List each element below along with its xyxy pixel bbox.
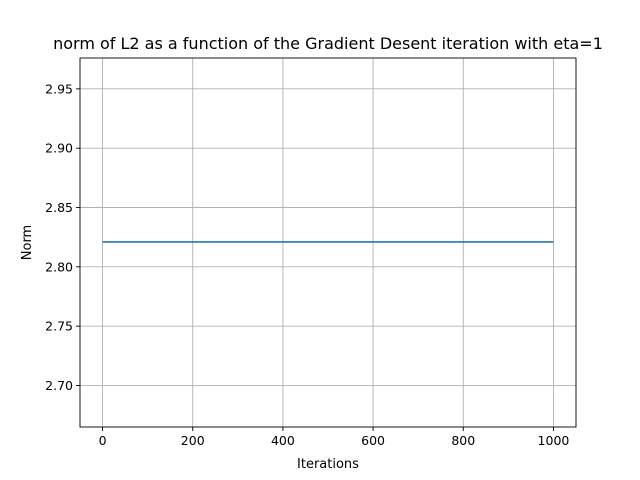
x-axis-label: Iterations (297, 457, 359, 472)
y-axis: 2.70 2.75 2.80 2.85 2.90 2.95 (45, 81, 80, 393)
y-tick-label: 2.95 (45, 81, 73, 96)
y-tick-label: 2.90 (45, 141, 73, 156)
x-tick-label: 200 (181, 433, 205, 448)
x-tick-label: 400 (271, 433, 295, 448)
y-tick-label: 2.75 (45, 319, 73, 334)
plot-frame (79, 57, 577, 428)
y-tick-label: 2.85 (45, 200, 73, 215)
x-tick-label: 0 (99, 433, 107, 448)
x-tick-label: 1000 (538, 433, 570, 448)
chart-title: norm of L2 as a function of the Gradient… (53, 34, 603, 53)
x-tick-label: 800 (451, 433, 475, 448)
x-tick-label: 600 (361, 433, 385, 448)
x-axis: 0 200 400 600 800 1000 (99, 427, 570, 448)
grid (80, 58, 576, 427)
y-axis-label: Norm (20, 225, 35, 260)
y-tick-label: 2.70 (45, 378, 73, 393)
y-tick-label: 2.80 (45, 259, 73, 274)
